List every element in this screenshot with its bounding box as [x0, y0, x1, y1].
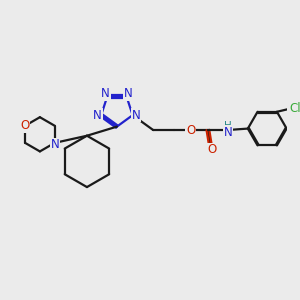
Text: N: N — [224, 126, 232, 139]
Text: H: H — [224, 121, 232, 131]
Text: O: O — [186, 124, 195, 136]
Text: O: O — [20, 119, 29, 132]
Text: N: N — [93, 109, 102, 122]
Text: N: N — [51, 138, 60, 152]
Text: N: N — [132, 109, 140, 122]
Text: N: N — [101, 87, 110, 100]
Text: Cl: Cl — [290, 102, 300, 116]
Text: O: O — [207, 143, 216, 157]
Text: N: N — [124, 87, 132, 100]
